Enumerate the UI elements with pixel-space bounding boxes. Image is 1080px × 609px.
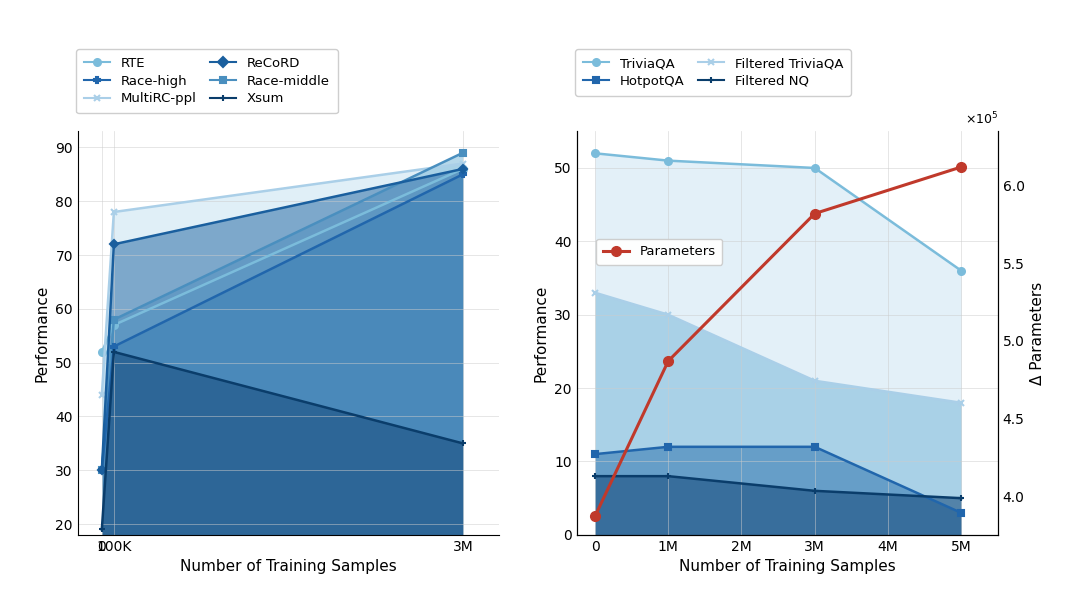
Y-axis label: Δ Parameters: Δ Parameters xyxy=(1030,281,1045,385)
Legend: Parameters: Parameters xyxy=(596,239,723,265)
Text: $\times10^5$: $\times10^5$ xyxy=(964,111,998,127)
Y-axis label: Performance: Performance xyxy=(35,284,50,382)
Legend: RTE, Race-high, MultiRC-ppl, ReCoRD, Race-middle, Xsum: RTE, Race-high, MultiRC-ppl, ReCoRD, Rac… xyxy=(76,49,338,113)
Y-axis label: Performance: Performance xyxy=(534,284,549,382)
X-axis label: Number of Training Samples: Number of Training Samples xyxy=(679,559,895,574)
X-axis label: Number of Training Samples: Number of Training Samples xyxy=(180,559,396,574)
